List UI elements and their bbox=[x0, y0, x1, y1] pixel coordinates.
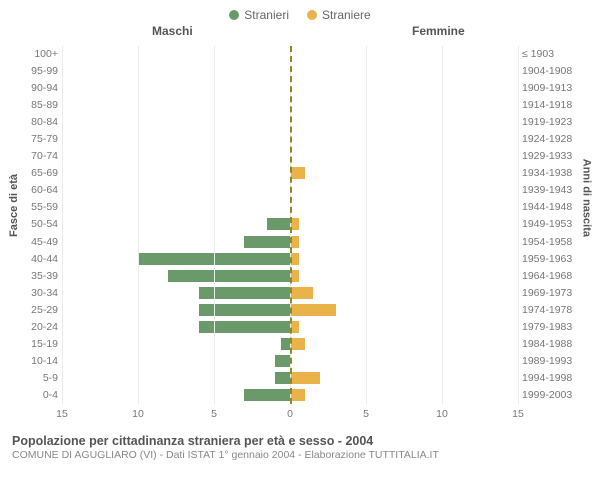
birth-year-label: 1979-1983 bbox=[522, 321, 588, 333]
legend-swatch-female bbox=[307, 10, 317, 20]
birth-year-label: 1909-1913 bbox=[522, 82, 588, 94]
age-label: 0-4 bbox=[14, 389, 58, 401]
header-male: Maschi bbox=[152, 24, 193, 38]
header-female: Femmine bbox=[412, 24, 465, 38]
bar-female bbox=[290, 389, 305, 401]
x-tick: 15 bbox=[512, 408, 524, 420]
bar-male bbox=[199, 287, 290, 299]
age-label: 30-34 bbox=[14, 287, 58, 299]
age-label: 50-54 bbox=[14, 218, 58, 230]
age-label: 20-24 bbox=[14, 321, 58, 333]
birth-year-label: 1929-1933 bbox=[522, 150, 588, 162]
bar-female bbox=[290, 372, 320, 384]
birth-year-label: 1944-1948 bbox=[522, 201, 588, 213]
birth-year-label: 1949-1953 bbox=[522, 218, 588, 230]
age-label: 5-9 bbox=[14, 372, 58, 384]
gridline bbox=[214, 46, 215, 404]
birth-year-label: 1919-1923 bbox=[522, 116, 588, 128]
birth-year-label: ≤ 1903 bbox=[522, 48, 588, 60]
age-label: 45-49 bbox=[14, 236, 58, 248]
birth-year-label: 1934-1938 bbox=[522, 167, 588, 179]
age-label: 40-44 bbox=[14, 253, 58, 265]
gridline bbox=[518, 46, 519, 404]
birth-year-label: 1984-1988 bbox=[522, 338, 588, 350]
age-label: 35-39 bbox=[14, 270, 58, 282]
gridline bbox=[62, 46, 63, 404]
legend-item-male: Stranieri bbox=[229, 8, 289, 22]
legend-label-female: Straniere bbox=[322, 8, 371, 22]
birth-year-label: 1974-1978 bbox=[522, 304, 588, 316]
gridline bbox=[442, 46, 443, 404]
age-label: 80-84 bbox=[14, 116, 58, 128]
age-label: 95-99 bbox=[14, 65, 58, 77]
legend-item-female: Straniere bbox=[307, 8, 371, 22]
gridline bbox=[366, 46, 367, 404]
bar-male bbox=[199, 304, 290, 316]
bar-female bbox=[290, 304, 336, 316]
birth-year-label: 1904-1908 bbox=[522, 65, 588, 77]
x-tick: 10 bbox=[132, 408, 144, 420]
legend-swatch-male bbox=[229, 10, 239, 20]
chart-area: Fasce di età Anni di nascita 100+≤ 19039… bbox=[12, 42, 588, 432]
bar-male bbox=[244, 236, 290, 248]
age-label: 10-14 bbox=[14, 355, 58, 367]
x-tick: 5 bbox=[363, 408, 369, 420]
birth-year-label: 1964-1968 bbox=[522, 270, 588, 282]
x-tick: 10 bbox=[436, 408, 448, 420]
bar-male bbox=[275, 355, 290, 367]
column-headers: Maschi Femmine bbox=[12, 24, 588, 42]
bar-male bbox=[275, 372, 290, 384]
age-label: 15-19 bbox=[14, 338, 58, 350]
bar-male bbox=[244, 389, 290, 401]
bar-female bbox=[290, 287, 313, 299]
bar-male bbox=[168, 270, 290, 282]
birth-year-label: 1914-1918 bbox=[522, 99, 588, 111]
age-label: 65-69 bbox=[14, 167, 58, 179]
bar-female bbox=[290, 338, 305, 350]
bar-male bbox=[267, 218, 290, 230]
legend-label-male: Stranieri bbox=[244, 8, 289, 22]
legend: Stranieri Straniere bbox=[12, 8, 588, 22]
age-label: 70-74 bbox=[14, 150, 58, 162]
gridline bbox=[138, 46, 139, 404]
birth-year-label: 1969-1973 bbox=[522, 287, 588, 299]
age-label: 85-89 bbox=[14, 99, 58, 111]
x-tick: 0 bbox=[287, 408, 293, 420]
chart-footer: Popolazione per cittadinanza straniera p… bbox=[12, 434, 588, 461]
x-axis: 15105051015 bbox=[62, 408, 518, 422]
age-label: 100+ bbox=[14, 48, 58, 60]
birth-year-label: 1989-1993 bbox=[522, 355, 588, 367]
birth-year-label: 1954-1958 bbox=[522, 236, 588, 248]
bar-male bbox=[199, 321, 290, 333]
chart-container: Stranieri Straniere Maschi Femmine Fasce… bbox=[0, 0, 600, 500]
age-label: 55-59 bbox=[14, 201, 58, 213]
bar-female bbox=[290, 167, 305, 179]
x-tick: 15 bbox=[56, 408, 68, 420]
chart-title: Popolazione per cittadinanza straniera p… bbox=[12, 434, 588, 448]
age-label: 60-64 bbox=[14, 184, 58, 196]
birth-year-label: 1924-1928 bbox=[522, 133, 588, 145]
age-label: 25-29 bbox=[14, 304, 58, 316]
birth-year-label: 1959-1963 bbox=[522, 253, 588, 265]
x-tick: 5 bbox=[211, 408, 217, 420]
birth-year-label: 1939-1943 bbox=[522, 184, 588, 196]
birth-year-label: 1999-2003 bbox=[522, 389, 588, 401]
chart-subtitle: COMUNE DI AGUGLIARO (VI) - Dati ISTAT 1°… bbox=[12, 449, 588, 461]
age-label: 75-79 bbox=[14, 133, 58, 145]
birth-year-label: 1994-1998 bbox=[522, 372, 588, 384]
plot-area: 100+≤ 190395-991904-190890-941909-191385… bbox=[62, 46, 518, 404]
bar-male bbox=[281, 338, 290, 350]
age-label: 90-94 bbox=[14, 82, 58, 94]
center-divider bbox=[290, 46, 292, 404]
